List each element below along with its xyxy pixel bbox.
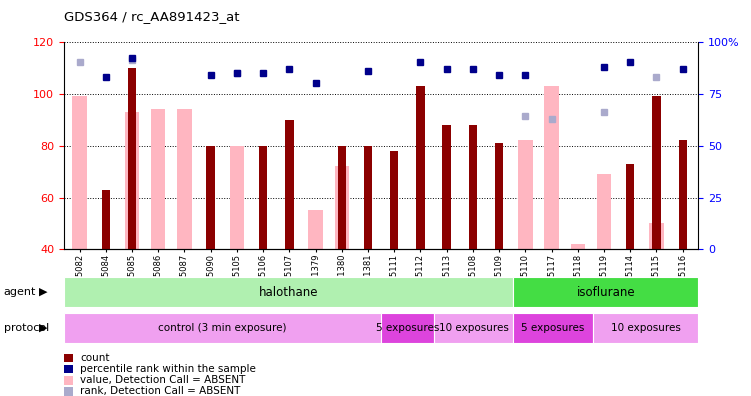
Text: halothane: halothane — [259, 286, 318, 299]
Bar — [335, 166, 349, 249]
Text: protocol: protocol — [4, 323, 49, 333]
Text: GDS364 / rc_AA891423_at: GDS364 / rc_AA891423_at — [64, 10, 240, 23]
Bar — [518, 140, 532, 249]
Bar — [285, 120, 294, 249]
Text: 5 exposures: 5 exposures — [521, 323, 585, 333]
Bar — [128, 68, 136, 249]
Text: control (3 min exposure): control (3 min exposure) — [158, 323, 287, 333]
Bar — [626, 164, 635, 249]
Text: count: count — [80, 353, 110, 363]
Bar — [593, 313, 698, 343]
Bar — [363, 145, 372, 249]
Bar — [151, 109, 165, 249]
Bar — [259, 145, 267, 249]
Bar — [125, 112, 139, 249]
Bar — [207, 145, 215, 249]
Text: 10 exposures: 10 exposures — [439, 323, 508, 333]
Text: value, Detection Call = ABSENT: value, Detection Call = ABSENT — [80, 375, 246, 385]
Bar — [101, 190, 110, 249]
Text: 10 exposures: 10 exposures — [611, 323, 680, 333]
Text: isoflurane: isoflurane — [577, 286, 635, 299]
Bar — [381, 313, 434, 343]
Bar — [416, 86, 424, 249]
Bar — [338, 145, 346, 249]
Bar — [678, 140, 687, 249]
Bar — [72, 96, 87, 249]
Text: ▶: ▶ — [39, 323, 47, 333]
Bar — [442, 125, 451, 249]
Bar — [469, 125, 477, 249]
Bar — [653, 96, 661, 249]
Bar — [597, 174, 611, 249]
Bar — [495, 143, 503, 249]
Bar — [544, 86, 559, 249]
Bar — [514, 313, 593, 343]
Bar — [514, 277, 698, 307]
Text: rank, Detection Call = ABSENT: rank, Detection Call = ABSENT — [80, 386, 241, 396]
Text: ▶: ▶ — [39, 287, 47, 297]
Bar — [64, 277, 514, 307]
Bar — [64, 313, 381, 343]
Text: 5 exposures: 5 exposures — [376, 323, 439, 333]
Bar — [177, 109, 192, 249]
Bar — [230, 145, 244, 249]
Bar — [390, 151, 399, 249]
Text: percentile rank within the sample: percentile rank within the sample — [80, 364, 256, 374]
Bar — [434, 313, 514, 343]
Text: agent: agent — [4, 287, 36, 297]
Bar — [309, 211, 323, 249]
Bar — [650, 223, 664, 249]
Bar — [571, 244, 585, 249]
